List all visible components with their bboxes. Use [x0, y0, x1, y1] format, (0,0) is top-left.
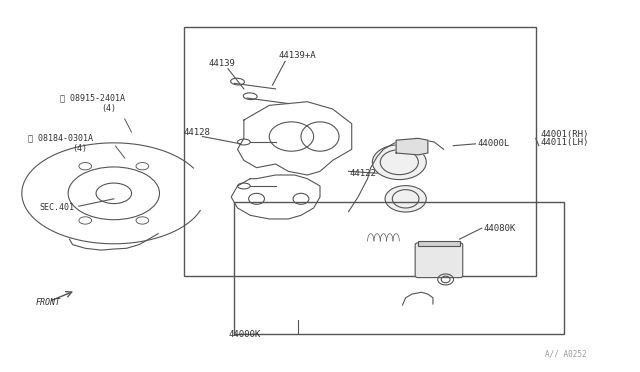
Text: Ⓑ 08184-0301A: Ⓑ 08184-0301A — [28, 133, 93, 142]
Text: (4): (4) — [72, 144, 88, 153]
Text: 44001(RH): 44001(RH) — [541, 129, 589, 138]
Text: 44139+A: 44139+A — [279, 51, 316, 61]
Text: Ⓦ 08915-2401A: Ⓦ 08915-2401A — [60, 93, 125, 102]
Ellipse shape — [372, 145, 426, 180]
Bar — [234, 202, 564, 334]
Text: FRONT: FRONT — [36, 298, 61, 307]
Ellipse shape — [385, 186, 426, 212]
Text: 44128: 44128 — [184, 128, 211, 137]
Bar — [184, 26, 536, 276]
Polygon shape — [396, 138, 428, 155]
Text: A// A0252: A// A0252 — [545, 349, 587, 358]
Text: 44000L: 44000L — [477, 139, 509, 148]
Text: 44080K: 44080K — [484, 224, 516, 233]
Text: 44139: 44139 — [209, 59, 236, 68]
Text: SEC.401: SEC.401 — [39, 203, 74, 212]
Text: (4): (4) — [101, 104, 116, 113]
FancyBboxPatch shape — [415, 243, 463, 278]
Bar — [419, 241, 460, 247]
Text: 44000K: 44000K — [228, 330, 260, 339]
Text: 44011(LH): 44011(LH) — [541, 138, 589, 147]
Text: 44122: 44122 — [350, 169, 377, 178]
